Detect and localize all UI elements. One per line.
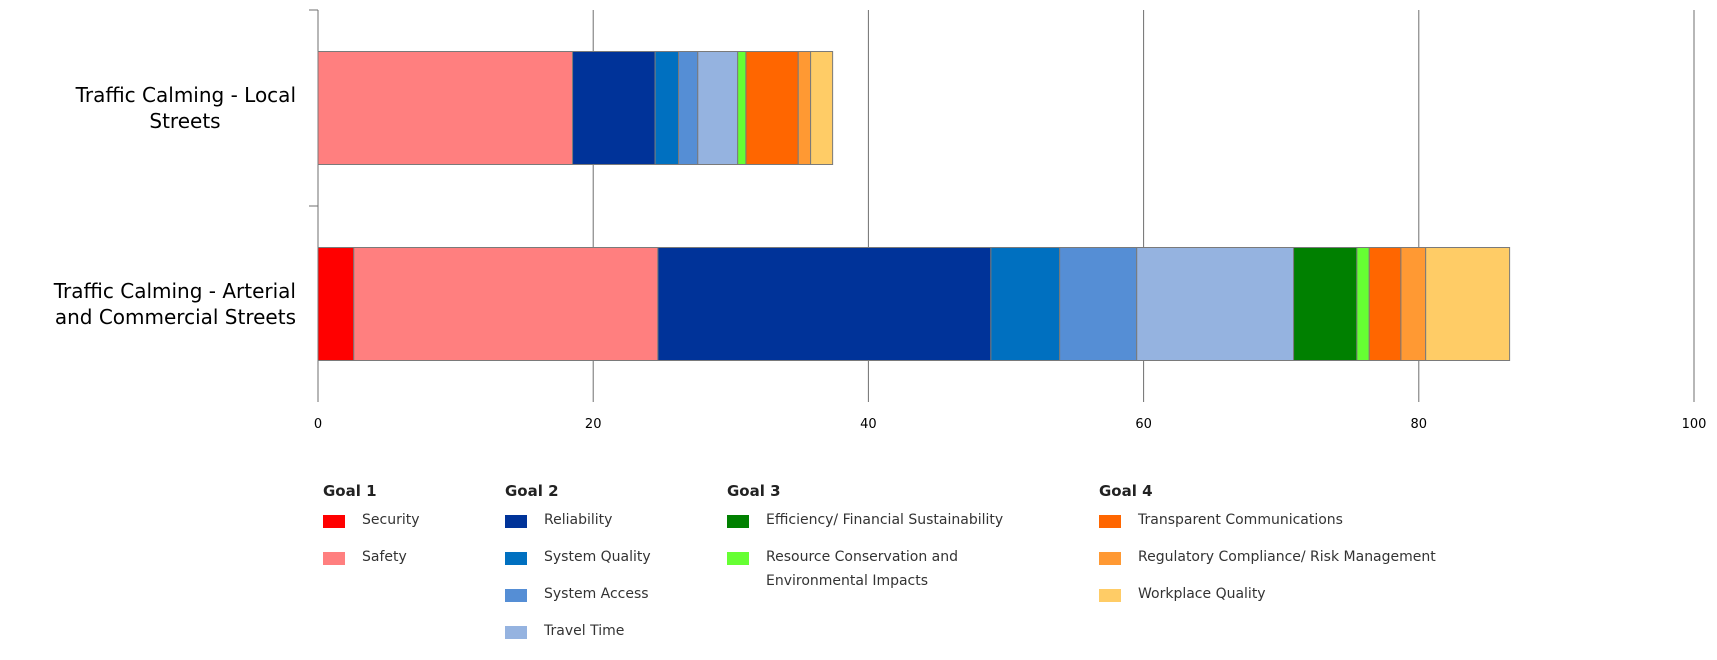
x-tick-label: 0 bbox=[314, 417, 322, 432]
bar-segment bbox=[1400, 247, 1427, 361]
bar-segment bbox=[797, 51, 812, 165]
bar-segment bbox=[1136, 247, 1295, 361]
category-label: Traffic Calming - Local bbox=[75, 83, 296, 107]
bar-segment bbox=[1368, 247, 1402, 361]
x-tick-label: 80 bbox=[1411, 417, 1428, 432]
bar-segment bbox=[745, 51, 799, 165]
bar-segment bbox=[317, 247, 355, 361]
x-tick-label: 100 bbox=[1682, 417, 1707, 432]
bar-segment bbox=[353, 247, 659, 361]
bar-segment bbox=[990, 247, 1061, 361]
bar-segment bbox=[1356, 247, 1370, 361]
x-tick-label: 60 bbox=[1135, 417, 1152, 432]
stacked-bar-chart: 0 20 40 60 80 100 Traffic Calming - LocalStree… bbox=[53, 9, 1707, 432]
category-label: Traffic Calming - Arterial bbox=[53, 279, 296, 303]
bar-segment bbox=[1425, 247, 1511, 361]
bar-segment bbox=[737, 51, 747, 165]
bar-segment bbox=[1293, 247, 1358, 361]
bar-segment bbox=[657, 247, 992, 361]
bar-segment bbox=[1059, 247, 1138, 361]
category-label: Streets bbox=[149, 109, 220, 133]
bar-segment bbox=[572, 51, 656, 165]
bar-segment bbox=[810, 51, 834, 165]
x-tick-label: 40 bbox=[860, 417, 877, 432]
x-tick-label: 20 bbox=[585, 417, 602, 432]
bar-segment bbox=[678, 51, 699, 165]
bar-segment bbox=[654, 51, 680, 165]
category-label: and Commercial Streets bbox=[55, 305, 296, 329]
bar-segment bbox=[697, 51, 739, 165]
bar-segment bbox=[317, 51, 574, 165]
